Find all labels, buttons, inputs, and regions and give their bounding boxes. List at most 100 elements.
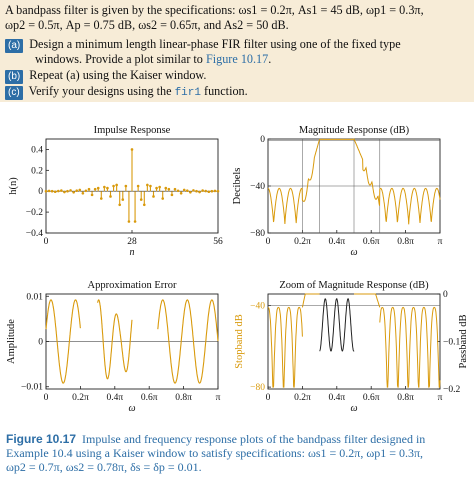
stem-marker [60, 189, 63, 192]
panel-4: Zoom of Magnitude Response (dB) −80 −40 −0.… [234, 280, 469, 414]
stem-marker [216, 189, 220, 193]
x-tick-label: 28 [127, 237, 137, 247]
stem-marker [118, 203, 122, 207]
x-tick-label: 0.6π [363, 237, 380, 247]
stem-marker [112, 184, 115, 188]
panel-title: Impulse Response [94, 125, 171, 136]
y-tick-label: 0 [260, 135, 265, 145]
stem-marker [182, 188, 186, 192]
stem-marker [210, 189, 214, 193]
stem-marker [63, 190, 66, 194]
problem-line-1: A bandpass filter is given by the specif… [5, 3, 424, 17]
x-tick-label: 0 [266, 393, 271, 403]
stem-marker [47, 189, 51, 193]
x-tick-label: 0.8π [397, 237, 414, 247]
stem-marker [84, 189, 88, 193]
caption-line-2: Example 10.4 using a Kaiser window to sa… [6, 446, 424, 460]
stem-marker [164, 186, 168, 190]
stem-marker [115, 183, 118, 187]
x-tick-label: 0.2π [294, 393, 311, 403]
stem-marker [72, 190, 75, 194]
y-tick-label: −0.01 [21, 383, 43, 393]
stem-marker [78, 188, 82, 192]
stem-marker [173, 187, 177, 191]
panel-title: Magnitude Response (dB) [299, 125, 410, 136]
stem-marker [81, 192, 85, 195]
stopband-curve-high [379, 306, 441, 388]
stem-marker [66, 189, 69, 193]
x-tick-label: 56 [213, 237, 223, 247]
x-tick-label: 0 [266, 237, 271, 247]
fir1-code: fir1 [174, 87, 201, 99]
stem-marker [44, 189, 48, 193]
stem-marker [204, 189, 208, 193]
figure-caption: Figure 10.17 Impulse and frequency respon… [6, 432, 470, 474]
x-tick-label: π [438, 393, 443, 403]
x-axis-label: n [130, 247, 135, 258]
stem-marker [99, 197, 103, 200]
stem-marker [69, 189, 72, 192]
stem-marker [213, 189, 217, 193]
y-tick-label-right: −0.2 [443, 385, 460, 395]
x-axis-label: ω [350, 247, 357, 258]
stem-marker [149, 184, 152, 188]
stem-marker [161, 197, 165, 200]
part-c-label: (c) [5, 86, 23, 100]
stem-marker [139, 198, 143, 201]
stem-marker [90, 193, 94, 197]
problem-line-2: ωp2 = 0.5π, Ap = 0.75 dB, ωs2 = 0.65π, a… [5, 18, 289, 32]
part-a-text-2: windows. Provide a plot similar to [35, 52, 206, 66]
y-tick-label: −0.2 [26, 208, 43, 218]
stem-marker [142, 203, 146, 207]
figure-panels: Impulse Response −0.4 −0.2 0 0.2 0.4 0 28 56 n h(n… [6, 125, 469, 414]
stem-marker [179, 192, 183, 195]
stem-marker [192, 189, 195, 192]
stopband-curve-low [267, 306, 303, 388]
stem-marker [96, 186, 100, 190]
y-tick-label: 0.2 [31, 166, 43, 176]
part-a-period: . [268, 52, 272, 66]
problem-statement: A bandpass filter is given by the specif… [0, 0, 474, 102]
x-tick-label: 0 [44, 393, 49, 403]
x-tick-label: π [216, 393, 221, 403]
y-tick-label: −40 [250, 182, 265, 192]
y-tick-label-right: −0.1 [443, 338, 460, 348]
y-tick-label: 0.01 [26, 292, 43, 302]
y-axis-label: Stopband dB [234, 314, 245, 369]
transition-curve-2 [354, 293, 381, 308]
stem-marker [198, 190, 201, 194]
error-curve [97, 299, 133, 380]
x-tick-label: 0.4π [106, 393, 123, 403]
x-tick-label: 0.6π [363, 393, 380, 403]
stem-marker [121, 198, 125, 201]
x-tick-label: π [438, 237, 443, 247]
y-tick-label: −40 [250, 301, 265, 311]
stem-marker [167, 187, 171, 191]
x-tick-label: 0.8π [397, 393, 414, 403]
stem-marker [106, 186, 109, 190]
stem-marker [87, 187, 91, 191]
part-a-text: Design a minimum length linear-phase FIR… [29, 37, 401, 51]
x-axis-label: ω [128, 403, 135, 414]
stem-marker [109, 195, 112, 198]
part-c-suffix: function. [200, 84, 248, 98]
figure-link[interactable]: Figure 10.17 [205, 52, 269, 66]
stem-marker [170, 193, 174, 197]
x-tick-label: 0.2π [72, 393, 89, 403]
part-a-label: (a) [5, 39, 24, 53]
stem-marker [103, 185, 106, 189]
x-tick-label: 0.2π [294, 237, 311, 247]
y-tick-label: 0 [38, 338, 43, 348]
x-tick-label: 0.6π [141, 393, 158, 403]
stem-marker [189, 190, 192, 194]
part-b: (b) Repeat (a) using the Kaiser window. [5, 68, 206, 84]
y-tick-label: 0 [38, 187, 43, 197]
stem-marker [50, 189, 54, 193]
y-tick-label: −0.4 [26, 229, 43, 239]
y-axis-label: Amplitude [6, 319, 17, 364]
y-axis-label-right: Passband dB [458, 315, 469, 369]
panel-2: Magnitude Response (dB) −80 −40 0 0 0.2π 0.4π 0… [232, 125, 443, 258]
caption-figure-number: Figure 10.17 [6, 432, 77, 446]
panel-1: Impulse Response −0.4 −0.2 0 0.2 0.4 0 28 56 n h(n… [8, 125, 223, 258]
